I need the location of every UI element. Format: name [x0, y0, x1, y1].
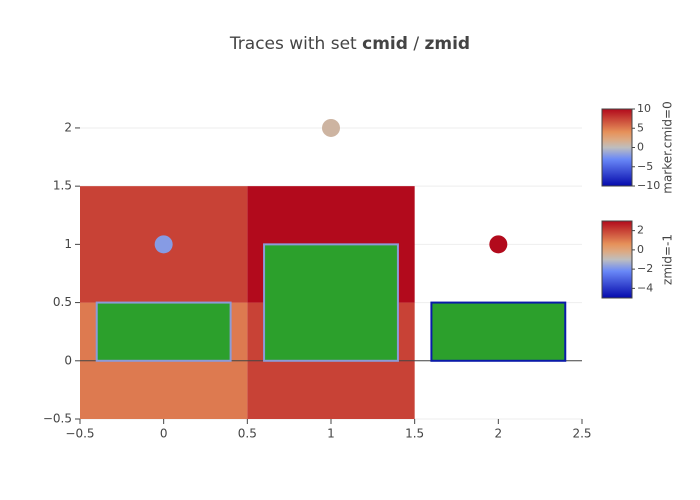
title-part: cmid: [362, 34, 408, 54]
y-tick-label: 0.5: [53, 295, 72, 309]
x-tick-label: 1: [327, 427, 335, 441]
colorbar: [601, 108, 633, 187]
colorbar-tick-label: 0: [637, 141, 644, 154]
x-tick-label: −0.5: [65, 427, 94, 441]
marker: [489, 235, 508, 254]
y-tick-label: −0.5: [43, 412, 72, 426]
x-tick-label: 1.5: [405, 427, 424, 441]
x-tick-label: 2: [495, 427, 503, 441]
colorbar-tick-label: 2: [637, 224, 644, 237]
colorbar-tick-label: 0: [637, 243, 644, 256]
colorbar-title: zmid=-1: [661, 234, 675, 285]
colorbar-tick-label: −2: [637, 262, 653, 275]
y-tick-label: 1.5: [53, 179, 72, 193]
marker: [322, 118, 340, 137]
y-tick-label: 2: [64, 120, 72, 134]
title-part: /: [408, 34, 425, 54]
colorbar-tick-label: −10: [637, 179, 660, 192]
colorbar-tick-label: 10: [637, 102, 651, 115]
bar: [263, 243, 399, 362]
bar: [430, 301, 567, 362]
x-tick-label: 0: [160, 427, 168, 441]
x-tick-label: 2.5: [572, 427, 591, 441]
colorbar-tick-label: −4: [637, 281, 653, 294]
colorbar: [601, 220, 633, 299]
colorbar-tick-label: −5: [637, 160, 653, 173]
marker: [154, 235, 173, 254]
title-part: zmid: [424, 34, 470, 54]
y-tick-label: 1: [64, 237, 72, 251]
chart-title: Traces with set cmid / zmid: [229, 34, 470, 54]
title-part: Traces with set: [229, 34, 362, 54]
colorbar-tick-label: 5: [637, 121, 644, 134]
bar: [95, 301, 232, 362]
colorbar-title: marker.cmid=0: [661, 101, 675, 193]
y-tick-label: 0: [64, 353, 72, 367]
x-tick-label: 0.5: [238, 427, 257, 441]
